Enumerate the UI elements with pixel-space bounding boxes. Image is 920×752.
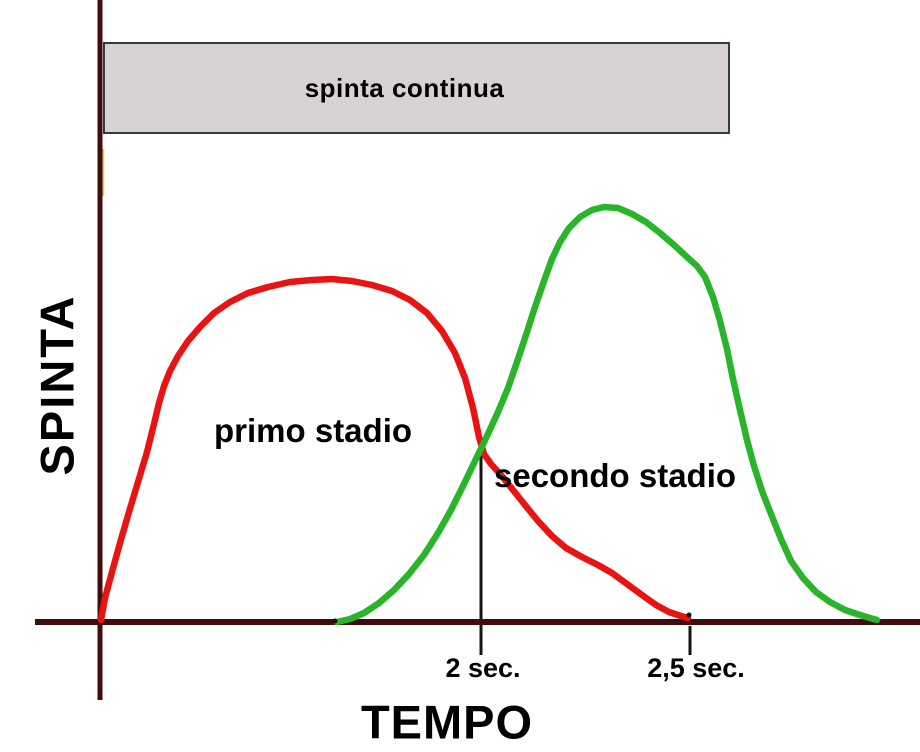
y-axis-title: SPINTA	[30, 294, 84, 476]
second-stage-annotation: secondo stadio	[494, 457, 737, 494]
second-stage-curve	[333, 203, 881, 626]
tick-label-2_5sec: 2,5 sec.	[647, 653, 745, 683]
first-stage-annotation: primo stadio	[214, 412, 413, 449]
curve-end-markers	[332, 612, 692, 624]
x-axis-title: TEMPO	[360, 695, 534, 749]
curve-end-marker	[686, 612, 692, 618]
first-stage-curve	[97, 275, 692, 624]
tick-label-2sec: 2 sec.	[445, 653, 521, 683]
continuous-thrust-box: spinta continua	[103, 42, 730, 134]
continuous-thrust-label: spinta continua	[304, 72, 505, 103]
curve-end-marker	[332, 618, 338, 624]
